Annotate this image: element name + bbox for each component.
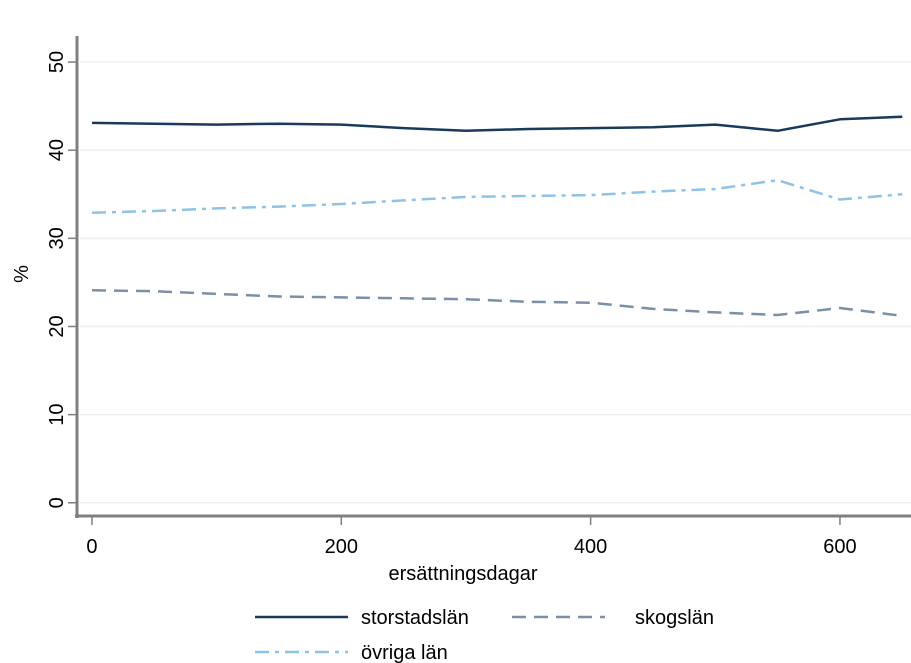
y-tick-label-50: 50	[46, 51, 68, 73]
y-tick-label-30: 30	[46, 227, 68, 249]
y-tick-label-40: 40	[46, 139, 68, 161]
legend-label-3: övriga län	[361, 642, 448, 663]
legend: storstadslän skogslän övriga län	[255, 607, 714, 663]
y-tick-label-0: 0	[46, 497, 68, 508]
y-tick-label-10: 10	[46, 404, 68, 426]
x-tick-label-200: 200	[325, 536, 358, 558]
legend-label-1: storstadslän	[361, 607, 469, 629]
series-line-2	[91, 289, 903, 318]
series-line-1	[91, 115, 903, 133]
y-axis-title: %	[11, 265, 33, 283]
x-tick-label-400: 400	[574, 536, 607, 558]
x-tick-label-600: 600	[823, 536, 856, 558]
legend-label-2: skogslän	[635, 607, 714, 629]
series-lines	[91, 115, 903, 318]
axes: 0 10 20 30 40 50 0 200 400 600	[46, 36, 911, 558]
x-tick-label-0: 0	[86, 536, 97, 558]
x-axis-title: ersättningsdagar	[389, 563, 538, 585]
grid-lines	[80, 61, 911, 504]
y-tick-label-20: 20	[46, 315, 68, 337]
